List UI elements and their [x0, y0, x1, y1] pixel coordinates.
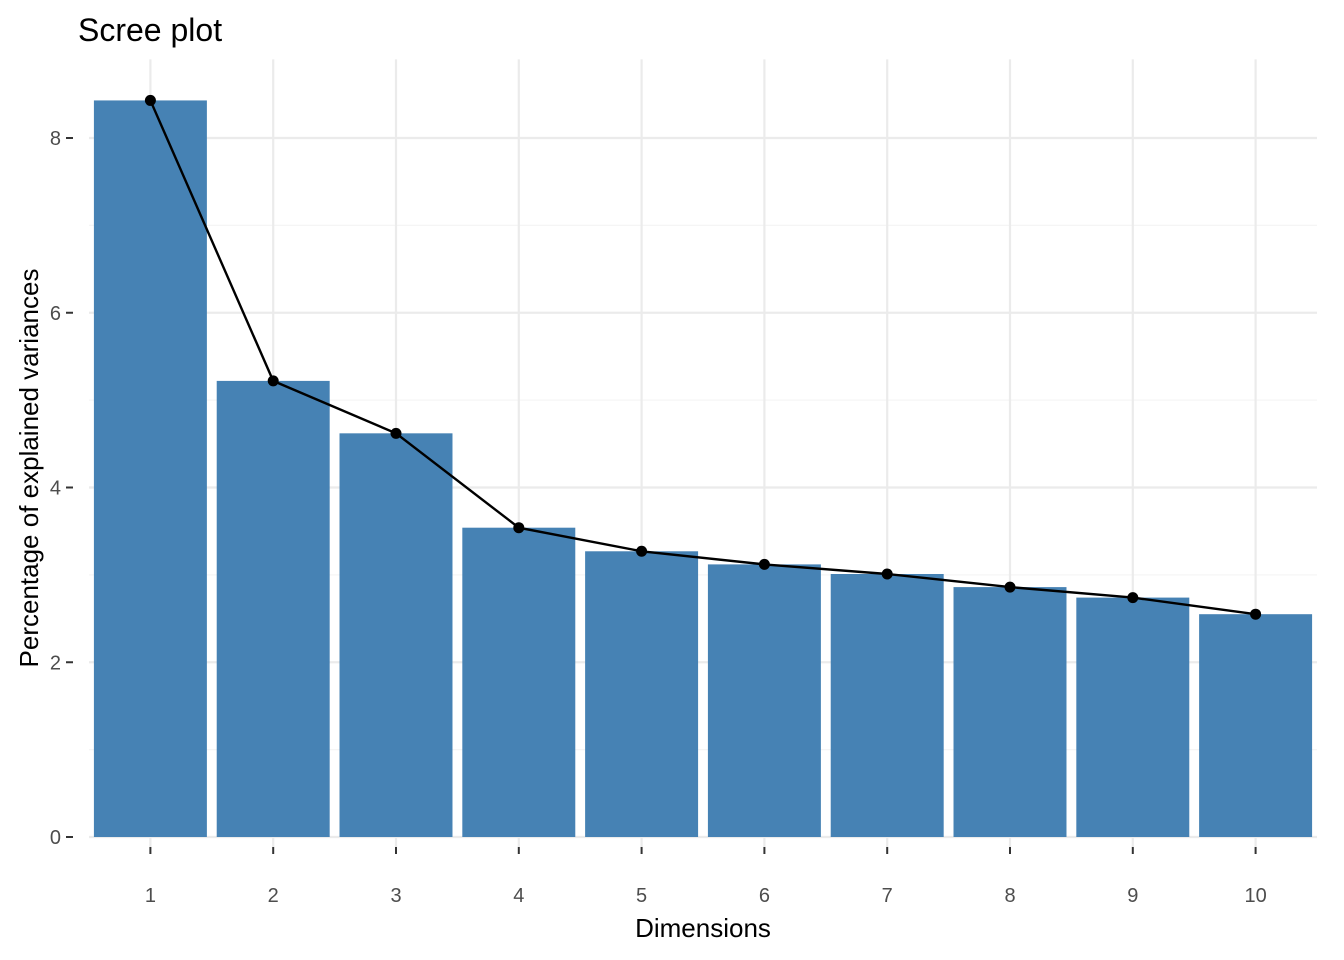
bar-dim-3	[339, 433, 453, 837]
y-tick-label: 6	[50, 303, 61, 325]
trend-point-10	[1250, 608, 1262, 620]
trend-point-1	[144, 94, 156, 106]
trend-points	[144, 94, 1262, 620]
trend-point-6	[758, 558, 770, 570]
x-axis-title: Dimensions	[635, 913, 771, 943]
y-tick-label: 8	[50, 128, 61, 150]
y-tick-label: 4	[50, 478, 61, 500]
trend-point-5	[636, 545, 648, 557]
trend-line	[149, 99, 1256, 616]
x-tick-label: 1	[145, 885, 156, 907]
x-tick-label: 7	[882, 885, 893, 907]
y-tick-label: 2	[50, 652, 61, 674]
chart-title: Scree plot	[78, 12, 222, 48]
bar-dim-7	[830, 574, 944, 837]
trend-point-4	[513, 522, 525, 534]
trend-point-8	[1004, 581, 1016, 593]
x-tick-label: 9	[1127, 885, 1138, 907]
y-tick-label: 0	[50, 827, 61, 849]
axis-ticks: 0 2 4 6 8 1 2 3 4 5 6 7 8 9 10	[50, 128, 1267, 907]
x-tick-label: 8	[1004, 885, 1015, 907]
x-tick-label: 5	[636, 885, 647, 907]
bar-dim-2	[216, 380, 330, 837]
x-tick-label: 2	[268, 885, 279, 907]
trend-point-7	[881, 568, 893, 580]
bar-dim-8	[953, 587, 1067, 837]
bars	[93, 100, 1313, 837]
x-tick-label: 10	[1244, 885, 1266, 907]
bar-dim-5	[585, 551, 699, 837]
x-tick-label: 4	[513, 885, 524, 907]
trend-point-9	[1127, 592, 1139, 604]
x-tick-label: 3	[390, 885, 401, 907]
x-tick-label: 6	[759, 885, 770, 907]
trend-point-2	[267, 375, 279, 387]
bar-dim-10	[1199, 614, 1313, 837]
bar-dim-4	[462, 527, 576, 837]
bar-dim-9	[1076, 597, 1190, 837]
bar-dim-6	[707, 564, 821, 837]
bar-dim-1	[93, 100, 207, 837]
y-axis-title: Percentage of explained variances	[14, 269, 44, 668]
trend-line-path	[149, 99, 1256, 616]
trend-point-3	[390, 427, 402, 439]
